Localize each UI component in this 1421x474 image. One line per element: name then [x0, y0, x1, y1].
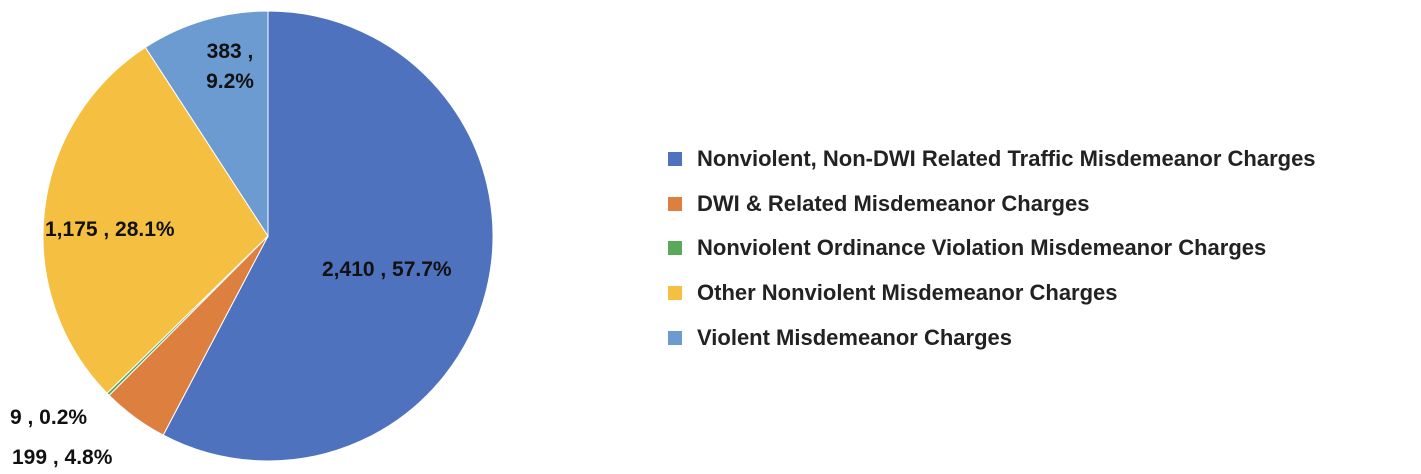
data-label: 2,410 , 57.7% [322, 258, 452, 281]
legend-label: DWI & Related Misdemeanor Charges [697, 190, 1090, 216]
data-label: 9 , 0.2% [10, 406, 88, 429]
data-label: 199 , 4.8% [12, 446, 113, 469]
legend-swatch [668, 196, 682, 211]
legend-label: Other Nonviolent Misdemeanor Charges [697, 280, 1118, 306]
legend-swatch [668, 330, 682, 345]
legend-swatch [668, 286, 682, 301]
legend-entry: Violent Misdemeanor Charges [668, 325, 1012, 351]
data-label: 1,175 , 28.1% [45, 218, 175, 241]
legend-entry: DWI & Related Misdemeanor Charges [668, 191, 1089, 217]
legend-label: Nonviolent, Non-DWI Related Traffic Misd… [697, 146, 1316, 171]
legend-label: Nonviolent Ordinance Violation Misdemean… [697, 235, 1267, 261]
legend-entry: Nonviolent, Non-DWI Related Traffic Misd… [668, 146, 1316, 172]
pie-slice [42, 46, 269, 394]
legend-label: Violent Misdemeanor Charges [697, 324, 1013, 350]
legend-entry: Nonviolent Ordinance Violation Misdemean… [668, 235, 1266, 261]
legend-swatch [668, 152, 682, 166]
pie-slice [162, 10, 494, 462]
data-label: 383 , 9.2% [206, 40, 254, 93]
legend-entry: Other Nonviolent Misdemeanor Charges [668, 280, 1118, 306]
pie-slice [144, 10, 269, 238]
legend-swatch [668, 241, 682, 256]
